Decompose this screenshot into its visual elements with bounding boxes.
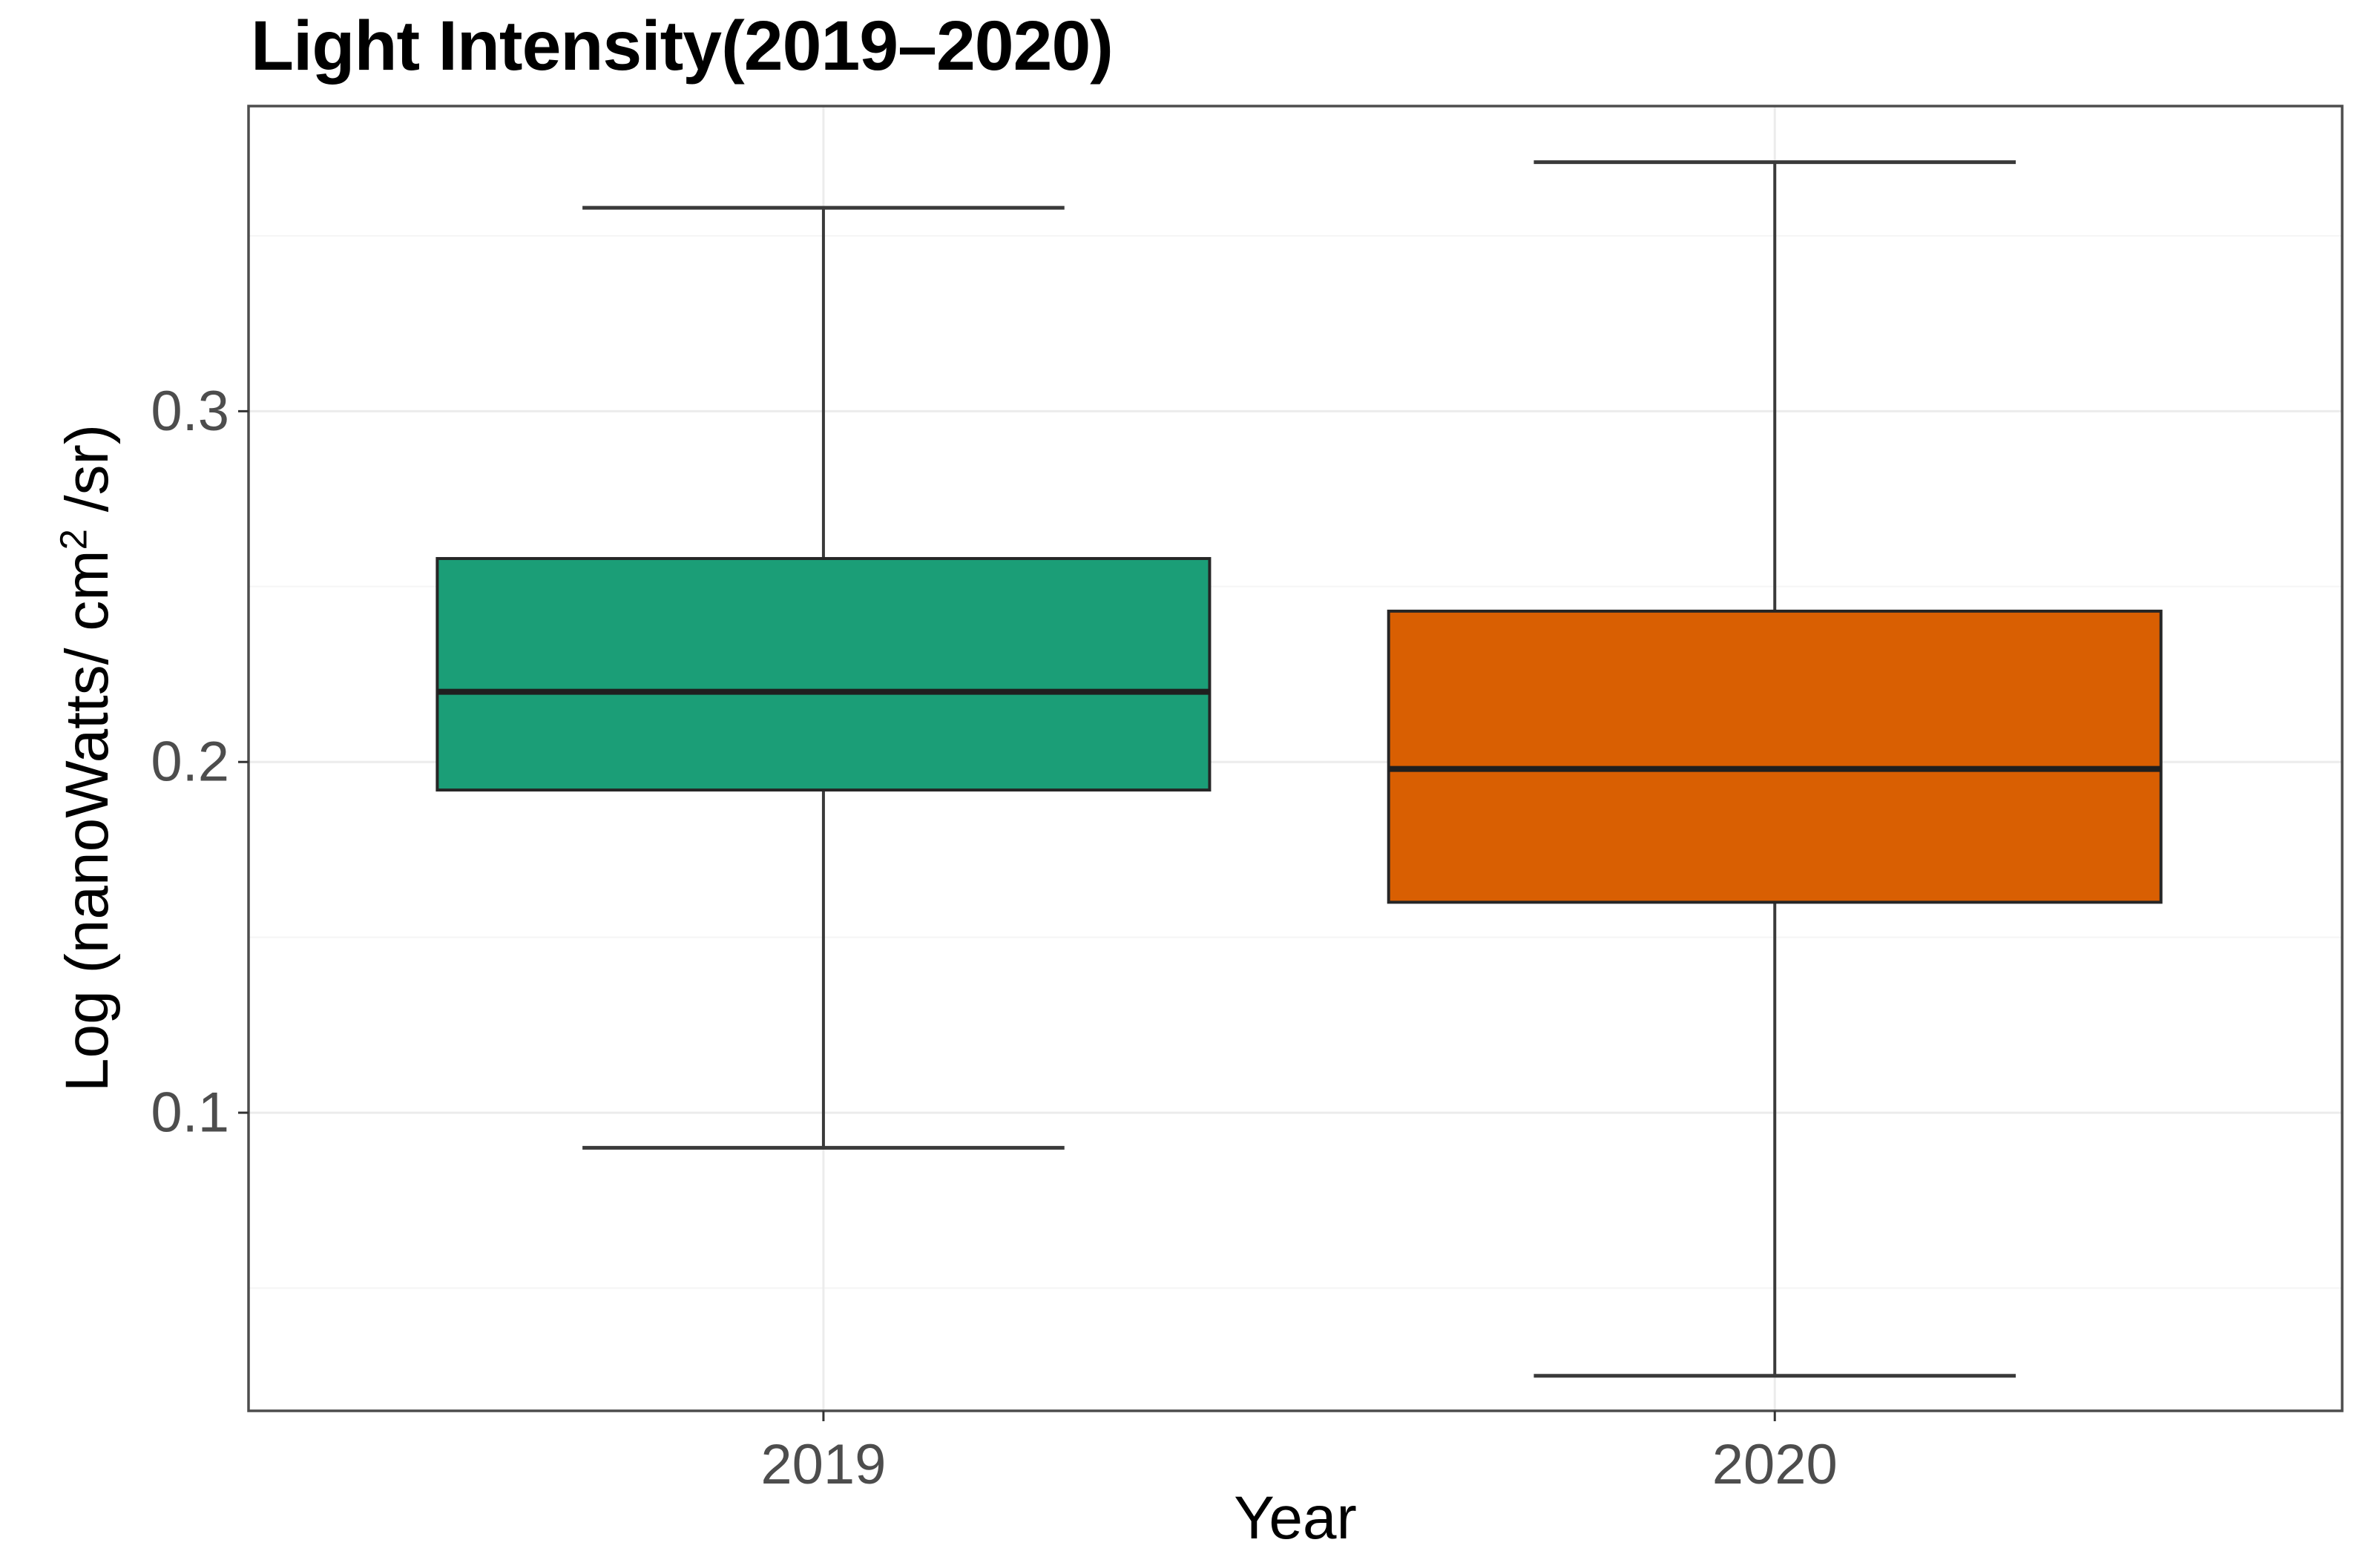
x-tick-label-2019: 2019 — [760, 1433, 886, 1496]
box-2020 — [1387, 609, 2163, 904]
panel-border — [247, 105, 2344, 1412]
y-tick-label: 0.2 — [151, 731, 229, 794]
x-tick-label-2020: 2020 — [1712, 1433, 1838, 1496]
chart-title: Light Intensity(2019–2020) — [251, 7, 1114, 85]
y-tick-label: 0.3 — [151, 380, 229, 443]
box-2019 — [435, 556, 1212, 792]
y-tick-label: 0.1 — [151, 1081, 229, 1145]
x-axis-title: Year — [1234, 1484, 1357, 1552]
